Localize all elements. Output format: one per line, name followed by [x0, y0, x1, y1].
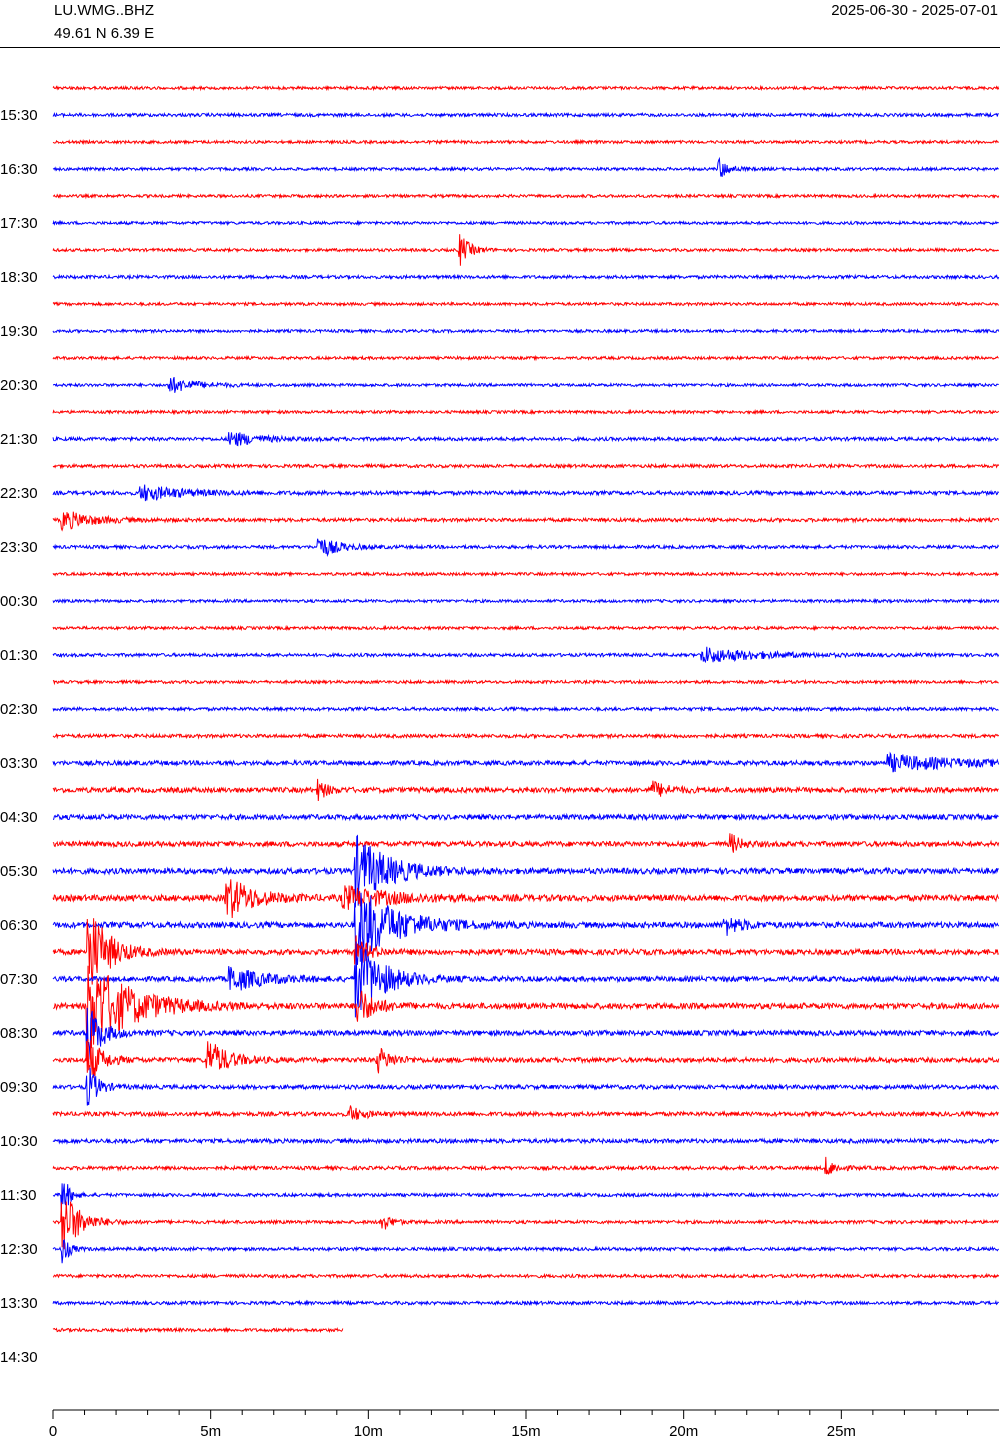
- time-label: 12:30: [0, 1241, 38, 1258]
- seismic-trace: [52, 300, 1000, 308]
- seismic-trace: [52, 918, 999, 985]
- time-label: 02:30: [0, 701, 38, 718]
- seismic-trace: [52, 646, 1000, 664]
- time-label: 14:30: [0, 1349, 38, 1366]
- time-label: 08:30: [0, 1025, 38, 1042]
- header-divider: [0, 47, 1000, 48]
- seismic-trace: [52, 834, 999, 908]
- x-tick-label: 10m: [354, 1423, 383, 1440]
- time-label: 06:30: [0, 917, 38, 934]
- x-tick-label: 25m: [827, 1423, 856, 1440]
- seismic-trace: [52, 965, 1000, 1049]
- seismic-trace: [52, 219, 999, 227]
- time-label: 19:30: [0, 323, 38, 340]
- date-range: 2025-06-30 - 2025-07-01: [831, 2, 998, 19]
- seismic-trace: [52, 812, 999, 822]
- time-label: 21:30: [0, 431, 38, 448]
- seismic-trace: [52, 484, 1000, 502]
- time-label: 03:30: [0, 755, 38, 772]
- time-label: 13:30: [0, 1295, 38, 1312]
- time-label: 11:30: [0, 1187, 36, 1204]
- x-tick-label: 15m: [511, 1423, 540, 1440]
- seismic-trace: [52, 273, 1000, 281]
- seismic-trace: [52, 751, 1000, 773]
- time-label: 22:30: [0, 485, 38, 502]
- seismic-trace: [52, 678, 999, 686]
- seismic-trace: [52, 138, 999, 146]
- time-axis: 0 5m 10m 15m 20m 25m: [49, 1409, 999, 1440]
- time-label: 09:30: [0, 1079, 38, 1096]
- seismic-trace: [52, 833, 1000, 853]
- seismic-trace: [52, 1201, 999, 1250]
- station-code: LU.WMG..BHZ: [54, 2, 154, 19]
- seismic-trace: [52, 732, 1000, 740]
- seismic-trace: [52, 1067, 999, 1106]
- seismic-trace: [52, 1326, 344, 1334]
- seismic-trace: [52, 327, 1000, 335]
- seismic-trace: [52, 1156, 1000, 1175]
- seismic-trace: [52, 462, 1000, 470]
- x-tick-label: 20m: [669, 1423, 698, 1440]
- time-label: 01:30: [0, 647, 38, 664]
- seismic-trace: [52, 570, 999, 578]
- time-label: 05:30: [0, 863, 38, 880]
- seismic-trace: [52, 538, 1000, 558]
- seismic-trace: [52, 408, 1000, 416]
- trace-group: [52, 84, 1000, 1334]
- time-label: 15:30: [0, 107, 38, 124]
- seismic-trace: [52, 1239, 1000, 1264]
- seismic-trace: [52, 597, 1000, 605]
- seismic-trace: [52, 879, 1000, 919]
- seismic-trace: [52, 377, 999, 393]
- seismic-trace: [52, 1105, 999, 1121]
- seismic-trace: [52, 156, 999, 177]
- seismic-trace: [52, 432, 999, 447]
- time-label: 23:30: [0, 539, 38, 556]
- seismic-trace: [52, 1039, 1000, 1078]
- station-coordinates: 49.61 N 6.39 E: [54, 25, 155, 42]
- seismic-trace: [52, 1183, 999, 1210]
- seismic-trace: [52, 354, 999, 362]
- time-label-group: 15:30 16:30 17:30 18:30 19:30 20:30 21:30 22:30…: [0, 107, 38, 1366]
- seismic-trace: [52, 84, 1000, 92]
- seismic-trace: [52, 941, 1000, 1018]
- time-label: 20:30: [0, 377, 38, 394]
- seismic-trace: [52, 705, 999, 713]
- time-label: 07:30: [0, 971, 38, 988]
- x-tick-label: 0: [49, 1423, 57, 1440]
- seismic-trace: [52, 234, 1000, 266]
- seismic-trace: [52, 111, 999, 119]
- seismic-trace: [52, 1299, 1000, 1307]
- seismic-trace: [52, 624, 1000, 632]
- time-label: 18:30: [0, 269, 38, 286]
- time-label: 04:30: [0, 809, 38, 826]
- seismic-trace: [52, 511, 1000, 532]
- time-label: 10:30: [0, 1133, 38, 1150]
- seismic-trace: [52, 192, 1000, 200]
- seismic-trace: [52, 1137, 1000, 1145]
- seismic-trace: [52, 778, 999, 802]
- seismic-trace: [52, 1272, 1000, 1280]
- time-label: 17:30: [0, 215, 38, 232]
- time-label: 00:30: [0, 593, 38, 610]
- time-label: 16:30: [0, 161, 38, 178]
- seismic-trace: [52, 892, 1000, 965]
- x-tick-label: 5m: [200, 1423, 221, 1440]
- seismic-trace: [52, 1007, 999, 1060]
